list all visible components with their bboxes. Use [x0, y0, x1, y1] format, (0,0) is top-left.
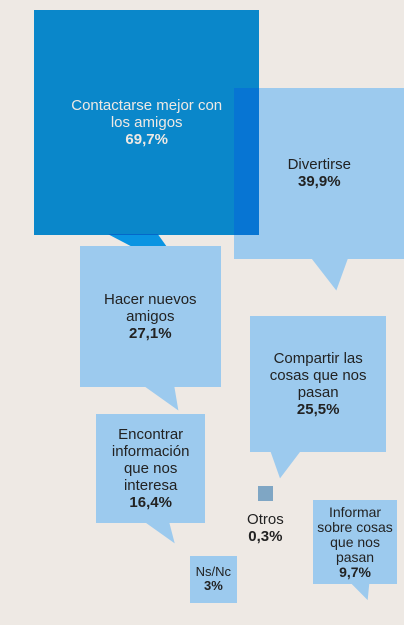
bubble-tail [145, 522, 175, 544]
category-label: Otros [247, 510, 284, 528]
bubble: Contactarse mejor con los amigos 69,7% [34, 10, 260, 236]
bubble: Hacer nuevos amigos 27,1% [80, 246, 221, 387]
bubble: Divertirse 39,9% [234, 88, 404, 259]
bubble: Ns/Nc 3% [190, 556, 237, 603]
bubble-tail [310, 257, 349, 291]
value-label: 25,5% [296, 401, 340, 419]
bubble-tail [143, 385, 179, 411]
bubble-tail [350, 583, 370, 601]
value-label: 9,7% [339, 563, 371, 580]
bubble: Encontrar información que nos interesa 16… [96, 414, 206, 524]
category-label: Encontrar información que nos interesa [111, 426, 190, 495]
category-label: Contactarse mejor con los amigos [71, 97, 223, 132]
value-label: 0,3% [248, 527, 283, 545]
value-label: 3% [203, 578, 223, 594]
bubble: Informar sobre cosas que nos pasan 9,7% [313, 500, 398, 585]
value-label: 27,1% [129, 324, 172, 342]
value-label: 16,4% [129, 494, 172, 512]
bubble-label: Otros 0,3% [238, 511, 293, 545]
bubble [258, 486, 273, 501]
category-label: Ns/Nc [195, 564, 232, 580]
bubble: Compartir las cosas que nos pasan 25,5% [250, 316, 387, 453]
value-label: 69,7% [125, 131, 168, 149]
value-label: 39,9% [298, 173, 341, 191]
category-label: Compartir las cosas que nos pasan [269, 350, 367, 402]
category-label: Divertirse [287, 156, 351, 174]
bubble-tail [270, 451, 301, 479]
category-label: Hacer nuevos amigos [103, 290, 197, 325]
category-label: Informar sobre cosas que nos pasan [317, 503, 393, 565]
